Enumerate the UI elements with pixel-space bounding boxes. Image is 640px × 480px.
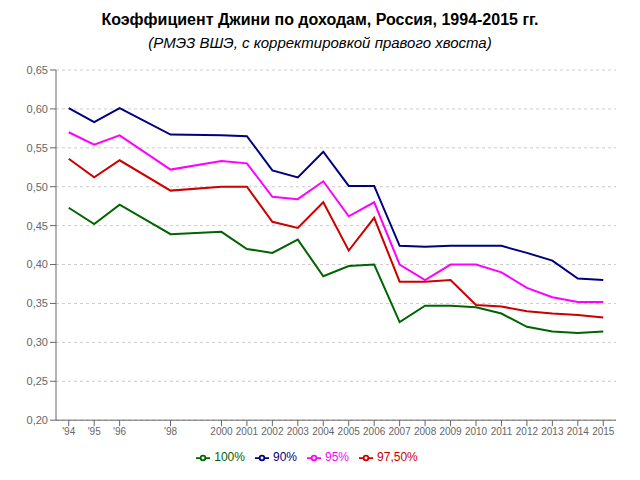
- svg-text:2008: 2008: [414, 426, 437, 437]
- svg-text:0,20: 0,20: [27, 414, 48, 426]
- svg-text:0,40: 0,40: [27, 258, 48, 270]
- svg-text:0,50: 0,50: [27, 181, 48, 193]
- svg-text:2000: 2000: [210, 426, 233, 437]
- html-text:90%: 90%: [273, 450, 297, 465]
- svg-text:2004: 2004: [312, 426, 335, 437]
- svg-text:2014: 2014: [567, 426, 590, 437]
- svg-text:0,45: 0,45: [27, 220, 48, 232]
- svg-text:0,55: 0,55: [27, 142, 48, 154]
- svg-text:2007: 2007: [389, 426, 412, 437]
- html-text:97,50%: 97,50%: [377, 450, 418, 465]
- svg-text:'94: '94: [62, 426, 75, 437]
- svg-text:0,65: 0,65: [27, 64, 48, 76]
- svg-text:2012: 2012: [516, 426, 539, 437]
- svg-text:0,35: 0,35: [27, 297, 48, 309]
- svg-text:0,25: 0,25: [27, 375, 48, 387]
- svg-text:'98: '98: [164, 426, 177, 437]
- svg-text:2001: 2001: [236, 426, 259, 437]
- svg-text:'96: '96: [113, 426, 126, 437]
- svg-text:0,60: 0,60: [27, 103, 48, 115]
- svg-text:2015: 2015: [592, 426, 615, 437]
- svg-text:2011: 2011: [491, 426, 513, 437]
- svg-text:2010: 2010: [465, 426, 488, 437]
- svg-text:2003: 2003: [287, 426, 310, 437]
- svg-text:2013: 2013: [541, 426, 564, 437]
- svg-text:2006: 2006: [363, 426, 386, 437]
- svg-text:0,30: 0,30: [27, 336, 48, 348]
- svg-text:2009: 2009: [439, 426, 462, 437]
- svg-text:2002: 2002: [261, 426, 284, 437]
- html-text:(РМЭЗ ВШЭ, с корректировкой пр: (РМЭЗ ВШЭ, с корректировкой правого хвос…: [148, 34, 492, 51]
- html-text:100%: 100%: [214, 450, 245, 465]
- svg-text:2005: 2005: [338, 426, 361, 437]
- html-text:95%: 95%: [325, 450, 349, 465]
- svg-text:'95: '95: [88, 426, 101, 437]
- html-text:Коэффициент Джини по доходам,: Коэффициент Джини по доходам, Россия, 19…: [101, 11, 539, 28]
